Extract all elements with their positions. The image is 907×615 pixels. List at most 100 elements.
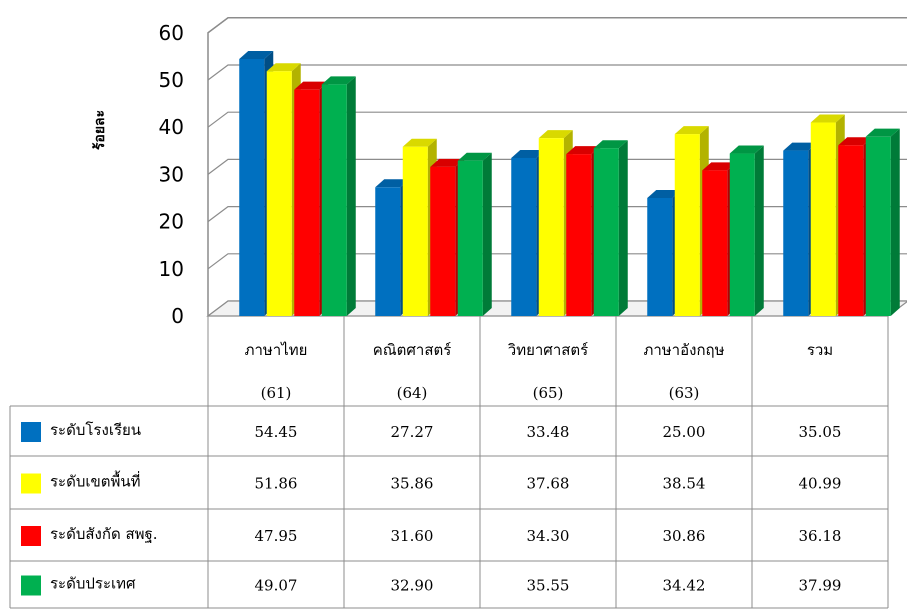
bar-side: [482, 152, 492, 316]
bar-front: [810, 122, 836, 317]
bar-side: [890, 128, 900, 316]
bar-top: [647, 190, 682, 198]
bar-side: [754, 145, 764, 316]
table-cell: 30.86: [663, 527, 706, 545]
bar-top: [783, 142, 818, 151]
legend-swatch: [21, 473, 41, 494]
bar-front: [430, 166, 456, 316]
gridline: [207, 64, 907, 81]
table-cell: 34.30: [527, 527, 570, 545]
bar-top: [321, 76, 356, 85]
bar-side: [346, 76, 356, 316]
y-tick-label: 40: [159, 115, 184, 139]
table-cell: 54.45: [255, 423, 298, 441]
table-cell: 37.68: [527, 475, 570, 493]
data-table: ภาษาไทย (61) คณิตศาสตร์ (64) วิทยาศาสตร์ (65)…: [9, 316, 889, 609]
x-tick-label: คณิตศาสตร์: [373, 341, 452, 359]
table-cell: 38.54: [663, 475, 706, 493]
bar-top: [538, 130, 573, 139]
table-cell: 35.86: [391, 475, 434, 493]
bar-front: [375, 187, 401, 316]
category-code-label: (65): [533, 384, 564, 402]
bar-top: [402, 138, 437, 147]
y-tick-label: 60: [159, 21, 184, 45]
bar-front: [266, 71, 292, 317]
legend-label: ระดับเขตพื้นที่: [50, 471, 141, 491]
table-cell: 51.86: [255, 475, 298, 493]
table-cell: 33.48: [527, 423, 570, 441]
bar-front: [702, 170, 728, 316]
table-cell: 31.60: [391, 527, 434, 545]
table-cell: 49.07: [255, 577, 298, 595]
table-cell: 25.00: [663, 423, 706, 441]
x-tick-label: ภาษาไทย: [245, 341, 308, 359]
bar-front: [294, 89, 320, 317]
x-tick-label: รวม: [807, 341, 833, 359]
y-tick-label: 50: [159, 68, 184, 92]
bar-front: [783, 150, 809, 316]
bar: [865, 128, 900, 316]
table-cell: 36.18: [799, 527, 842, 545]
table-cell: 34.42: [663, 577, 706, 595]
bar-top: [375, 179, 410, 188]
bar: [457, 152, 492, 316]
bar: [729, 145, 764, 316]
y-axis: 0 10 20 30 40 50 60: [159, 21, 184, 328]
bar-front: [321, 84, 347, 316]
x-tick-label: ภาษาอังกฤษ: [643, 341, 724, 359]
bar: [321, 76, 356, 316]
bar-side: [618, 140, 628, 316]
table-cell: 35.55: [527, 577, 570, 595]
y-tick-label: 20: [159, 210, 184, 234]
bar-top: [511, 149, 546, 158]
legend-swatch: [21, 575, 41, 596]
bar-top: [266, 63, 301, 72]
bar-front: [566, 154, 592, 316]
table-cell: 47.95: [255, 527, 298, 545]
bar-top: [865, 128, 900, 137]
y-tick-label: 10: [159, 257, 184, 281]
bar-top: [239, 50, 274, 59]
bar-top: [838, 137, 873, 146]
category-code-label: (64): [397, 384, 428, 402]
bar-front: [838, 145, 864, 316]
bar-top: [457, 152, 492, 161]
x-tick-label: วิทยาศาสตร์: [507, 341, 588, 359]
y-tick-label: 0: [171, 304, 184, 328]
bar-front: [457, 160, 483, 316]
bar-top: [810, 114, 845, 123]
table-cell: 40.99: [799, 475, 842, 493]
gridline: [207, 111, 907, 128]
bar: [593, 140, 628, 316]
legend-label: ระดับโรงเรียน: [50, 421, 141, 439]
bar-top: [702, 162, 737, 171]
bar-front: [402, 146, 428, 316]
legend-swatch: [21, 526, 41, 546]
table-cell: 37.99: [799, 577, 842, 595]
bar-front: [674, 134, 700, 316]
category-code-label: (63): [669, 384, 700, 402]
bar-front: [729, 153, 755, 316]
y-axis-label: ร้อยละ: [92, 110, 108, 150]
legend-swatch: [21, 422, 41, 442]
table-cell: 32.90: [391, 577, 434, 595]
table-cell: 35.05: [799, 423, 842, 441]
bar-front: [593, 148, 619, 316]
bar-front: [511, 157, 537, 316]
bar-top: [294, 81, 329, 90]
legend-label: ระดับประเทศ: [50, 575, 136, 593]
gridline: [207, 17, 907, 34]
bar-front: [865, 136, 891, 316]
bars-layer: [239, 50, 900, 317]
bar-top: [674, 126, 709, 135]
bar-top: [566, 146, 601, 155]
table-cell: 27.27: [391, 423, 434, 441]
y-tick-label: 30: [159, 162, 184, 186]
bar-front: [239, 58, 265, 316]
bar-front: [647, 198, 673, 316]
legend-label: ระดับสังกัด สพฐ.: [50, 525, 158, 543]
bar-front: [538, 138, 564, 316]
bar-top: [430, 158, 465, 167]
category-code-label: (61): [261, 384, 292, 402]
